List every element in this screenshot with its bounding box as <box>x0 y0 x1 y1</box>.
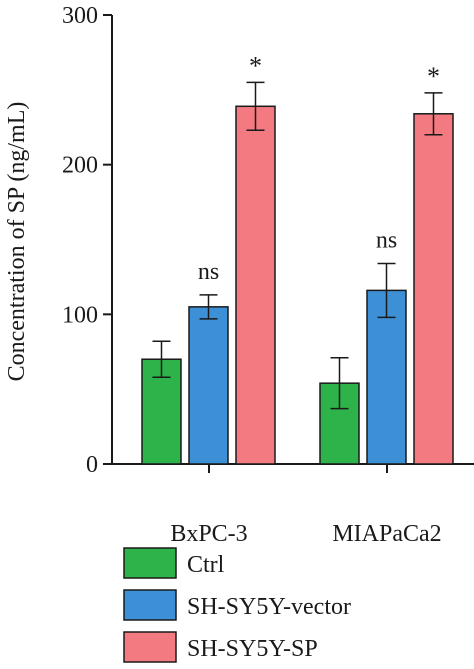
significance-label: ns <box>376 227 397 253</box>
legend-label: Ctrl <box>187 552 225 578</box>
legend-swatch <box>123 589 177 621</box>
significance-label: * <box>249 51 262 80</box>
bar <box>366 289 407 465</box>
significance-label: * <box>427 62 440 91</box>
bar <box>188 306 229 465</box>
y-tick-label: 100 <box>62 302 98 328</box>
bar <box>413 113 454 465</box>
significance-label: ns <box>198 259 219 285</box>
legend-swatch <box>123 547 177 579</box>
y-tick-label: 200 <box>62 153 98 179</box>
x-tick-label: BxPC-3 <box>170 521 247 547</box>
legend-swatch <box>123 631 177 663</box>
y-tick-label: 300 <box>62 3 98 29</box>
legend-label: SH-SY5Y-vector <box>187 594 351 620</box>
legend-label: SH-SY5Y-SP <box>187 636 318 662</box>
y-tick-label: 0 <box>86 452 98 478</box>
x-tick-label: MIAPaCa2 <box>332 521 441 547</box>
bar <box>235 105 276 465</box>
y-axis-title: Concentration of SP (ng/mL) <box>4 102 30 382</box>
